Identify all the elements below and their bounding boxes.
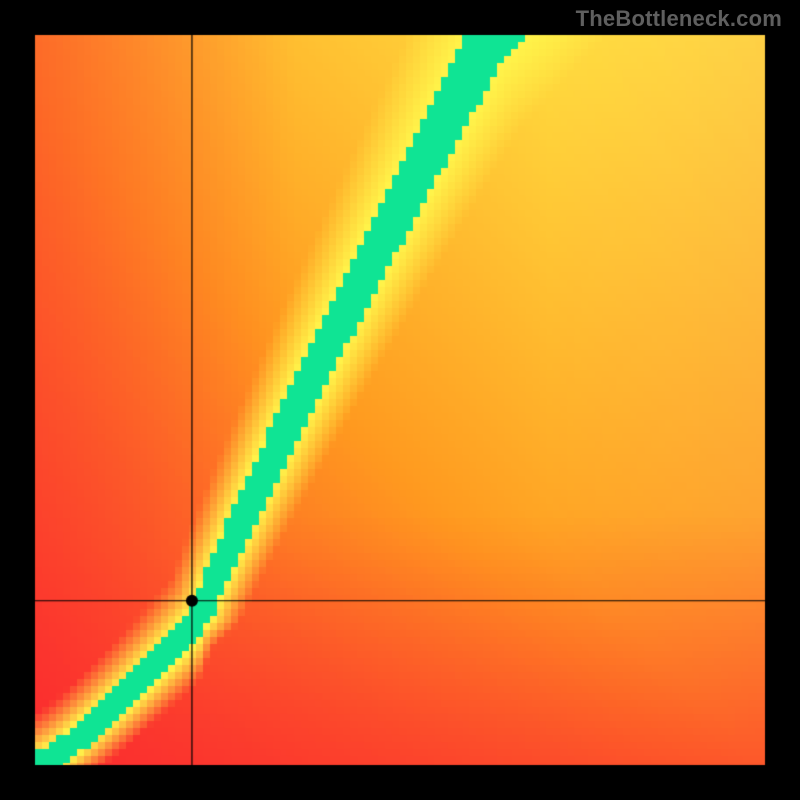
watermark-text: TheBottleneck.com bbox=[576, 6, 782, 32]
bottleneck-heatmap bbox=[0, 0, 800, 800]
figure-container: TheBottleneck.com bbox=[0, 0, 800, 800]
